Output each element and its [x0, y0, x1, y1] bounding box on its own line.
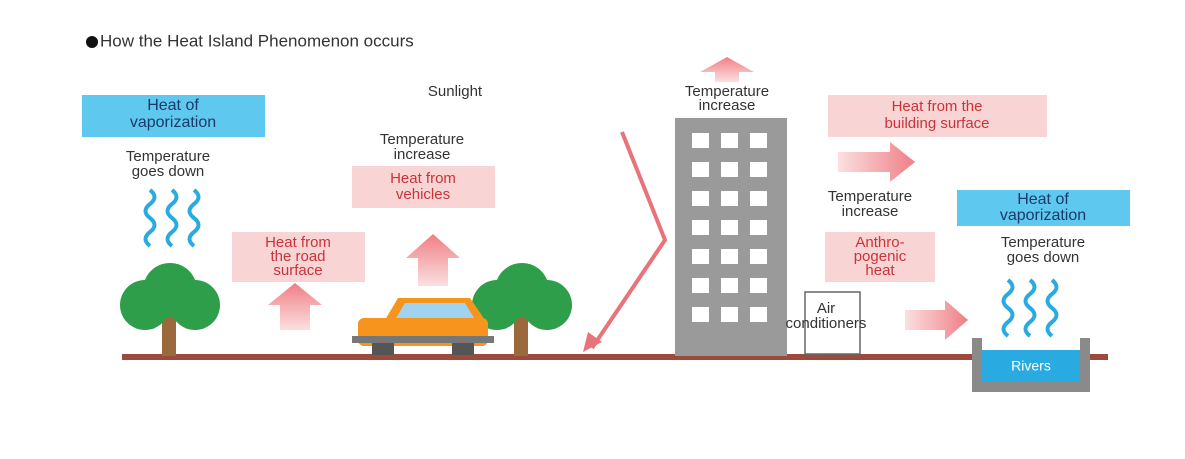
- window: [692, 191, 709, 206]
- label: Heat of: [1017, 191, 1069, 208]
- window: [750, 133, 767, 148]
- label: surface: [273, 262, 322, 279]
- building: [675, 118, 787, 356]
- label: goes down: [1007, 249, 1080, 266]
- label: vehicles: [396, 186, 450, 203]
- label: increase: [394, 146, 451, 163]
- window: [750, 307, 767, 322]
- label: conditioners: [786, 315, 867, 332]
- window: [692, 133, 709, 148]
- window: [692, 220, 709, 235]
- diagram: How the Heat Island Phenomenon occurs: [0, 0, 1185, 459]
- window: [692, 278, 709, 293]
- window: [721, 133, 738, 148]
- label: Heat of: [147, 97, 199, 114]
- label: increase: [699, 97, 756, 114]
- label: heat: [865, 262, 895, 279]
- bullet: [86, 36, 98, 48]
- window: [721, 191, 738, 206]
- ground: [122, 354, 1108, 360]
- window: [721, 162, 738, 177]
- window: [692, 249, 709, 264]
- label: Heat from: [390, 170, 456, 187]
- window: [750, 278, 767, 293]
- window: [721, 249, 738, 264]
- window: [721, 220, 738, 235]
- window: [750, 249, 767, 264]
- window: [721, 278, 738, 293]
- label: Rivers: [1011, 358, 1051, 374]
- label: vaporization: [130, 114, 216, 131]
- label: building surface: [884, 115, 989, 132]
- title: How the Heat Island Phenomenon occurs: [100, 31, 414, 50]
- label: Heat from the: [892, 98, 983, 115]
- window: [692, 307, 709, 322]
- window: [721, 307, 738, 322]
- window: [750, 220, 767, 235]
- window: [750, 162, 767, 177]
- label: goes down: [132, 163, 205, 180]
- label: increase: [842, 203, 899, 220]
- window: [692, 162, 709, 177]
- label: Sunlight: [428, 83, 483, 100]
- label: vaporization: [1000, 207, 1086, 224]
- window: [750, 191, 767, 206]
